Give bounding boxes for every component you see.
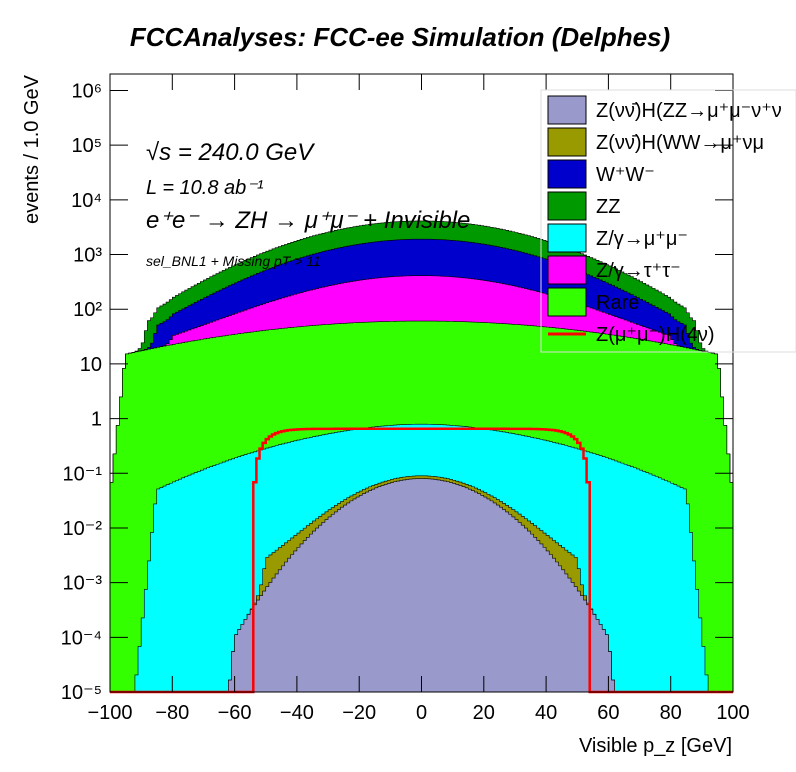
y-tick-label: 1: [91, 409, 102, 431]
legend: Z(νν̄)H(ZZ→μ⁺μ⁻ν⁺ν Z(νν̄)H(WW→μ⁺νμ W⁺W⁻ ZZ Z…: [540, 89, 796, 353]
x-tick-label: 40: [535, 702, 557, 724]
legend-swatch: [547, 127, 587, 157]
x-tick-label: 20: [473, 702, 495, 724]
legend-swatch: [547, 255, 587, 285]
legend-label: ZZ: [596, 196, 620, 218]
legend-label: Rare: [596, 292, 639, 314]
legend-swatch: [547, 223, 587, 253]
y-tick-label: 10⁵: [71, 135, 102, 157]
y-axis-label: events / 1.0 GeV: [21, 74, 43, 224]
y-tick-label: 10³: [73, 245, 102, 267]
legend-swatch: [547, 287, 587, 317]
legend-swatch: [547, 159, 587, 189]
y-tick-label: 10⁻³: [63, 573, 103, 595]
chart-title: FCCAnalyses: FCC-ee Simulation (Delphes): [130, 22, 670, 52]
x-tick-label: −60: [218, 702, 252, 724]
x-tick-label: −80: [155, 702, 189, 724]
x-tick-label: −40: [280, 702, 314, 724]
x-tick-label: 80: [660, 702, 682, 724]
y-tick-label: 10²: [73, 299, 102, 321]
annotation-process: e⁺e⁻ → ZH → μ⁺μ⁻ + Invisible: [146, 207, 470, 234]
y-tick-label: 10⁶: [72, 80, 102, 102]
legend-label: Z/γ→τ⁺τ⁻: [596, 260, 681, 282]
legend-label: Z(νν̄)H(ZZ→μ⁺μ⁻ν⁺ν: [596, 100, 782, 122]
x-tick-label: 60: [597, 702, 619, 724]
x-tick-label: 100: [716, 702, 749, 724]
legend-swatch: [547, 191, 587, 221]
y-tick-label: 10⁻²: [63, 518, 103, 540]
y-tick-label: 10⁻¹: [63, 463, 103, 485]
x-axis-label: Visible p_z [GeV]: [579, 735, 732, 757]
y-tick-label: 10: [80, 354, 102, 376]
annotation-selection: sel_BNL1 + Missing pT > 11: [146, 253, 321, 269]
plot-area: [109, 73, 734, 694]
y-tick-label: 10⁻⁴: [61, 627, 102, 649]
x-tick-label: −100: [87, 702, 132, 724]
legend-label: Z(νν̄)H(WW→μ⁺νμ: [596, 132, 764, 154]
legend-label: W⁺W⁻: [596, 164, 655, 186]
annotation-sqrt-s: √s = 240.0 GeV: [146, 139, 315, 166]
y-tick-label: 10⁴: [71, 190, 102, 212]
x-tick-label: 0: [416, 702, 427, 724]
x-tick-label: −20: [342, 702, 376, 724]
annotation-lumi: L = 10.8 ab⁻¹: [146, 177, 264, 199]
y-tick-label: 10⁻⁵: [61, 682, 102, 704]
legend-label: Z(μ⁺μ⁻)H(4ν): [596, 324, 715, 346]
legend-swatch: [547, 95, 587, 125]
legend-box: [540, 89, 796, 353]
legend-label: Z/γ→μ⁺μ⁻: [596, 228, 688, 250]
